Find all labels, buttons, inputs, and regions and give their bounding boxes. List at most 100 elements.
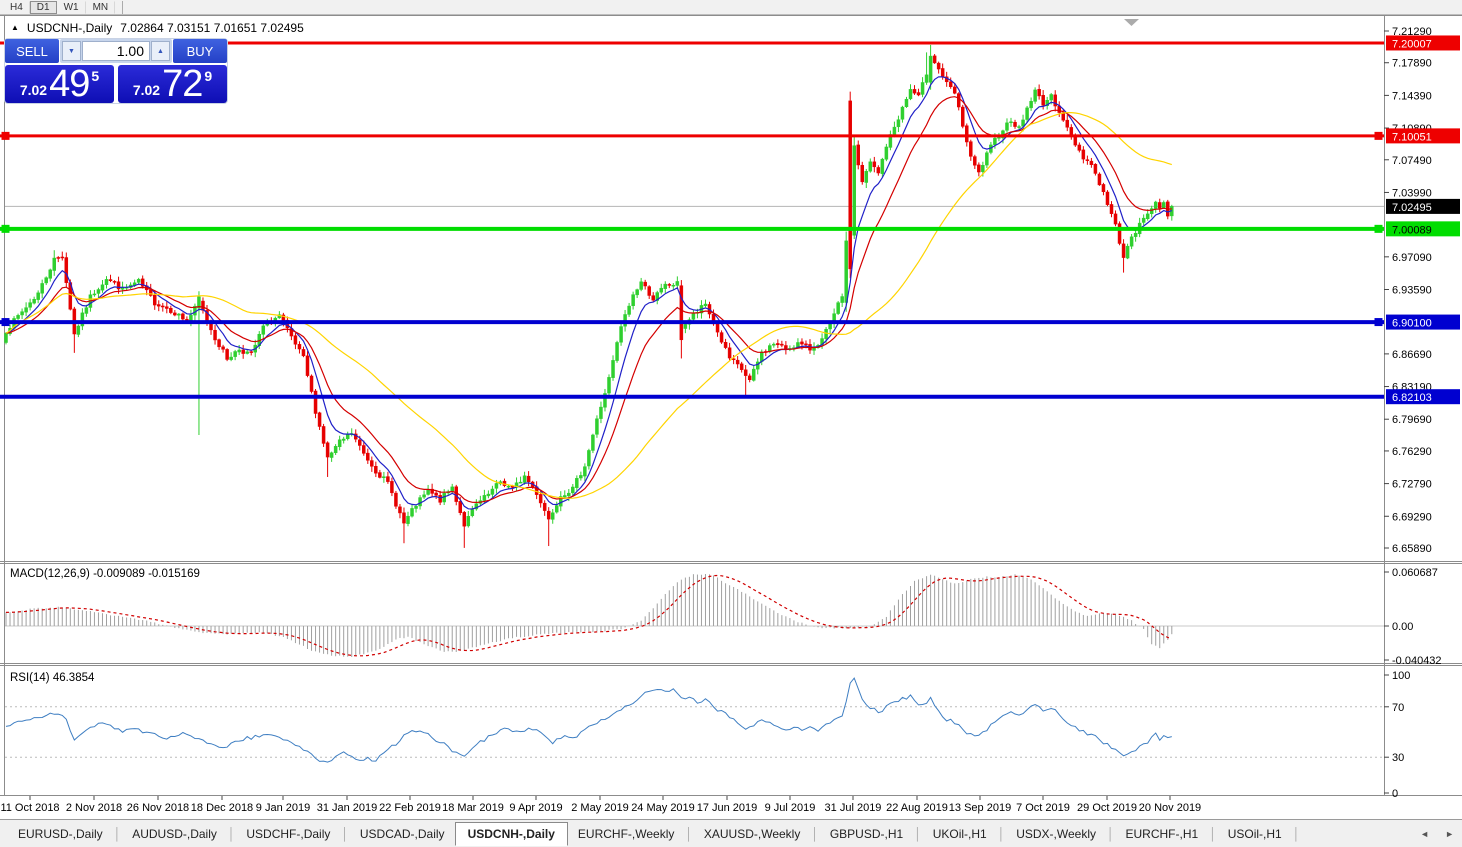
macd-signal-line bbox=[5, 574, 1172, 657]
svg-text:6.76290: 6.76290 bbox=[1392, 446, 1432, 458]
chart-tab-usdcad-daily[interactable]: USDCAD-,Daily bbox=[359, 826, 445, 841]
svg-text:6.90100: 6.90100 bbox=[1392, 318, 1432, 330]
panel-frame bbox=[0, 15, 1462, 796]
chart-tab-bar: EURUSD-,Daily │ AUDUSD-,Daily │ USDCHF-,Dail… bbox=[0, 819, 1462, 847]
svg-text:7.21290: 7.21290 bbox=[1392, 26, 1432, 38]
horizontal-level-lines[interactable] bbox=[0, 41, 1384, 399]
svg-text:7 Oct 2019: 7 Oct 2019 bbox=[1016, 802, 1070, 814]
sell-price-box[interactable]: 7.02 49 5 bbox=[5, 65, 114, 103]
tab-separator: │ bbox=[685, 826, 693, 841]
svg-text:0: 0 bbox=[1392, 788, 1398, 800]
svg-text:7.07490: 7.07490 bbox=[1392, 155, 1432, 167]
chart-tab-audusd-daily[interactable]: AUDUSD-,Daily bbox=[132, 826, 217, 841]
svg-text:6.69290: 6.69290 bbox=[1392, 511, 1432, 523]
chart-tab-usdchf-daily[interactable]: USDCHF-,Daily bbox=[246, 826, 331, 841]
svg-text:7.20007: 7.20007 bbox=[1392, 38, 1432, 50]
chart-tab-usdx-weekly[interactable]: USDX-,Weekly bbox=[1016, 826, 1097, 841]
chart-tab-usdcnh-daily[interactable]: USDCNH-,Daily bbox=[454, 821, 568, 846]
svg-text:2 May 2019: 2 May 2019 bbox=[571, 802, 628, 814]
svg-text:7.17890: 7.17890 bbox=[1392, 58, 1432, 70]
rsi-line bbox=[5, 677, 1172, 763]
tab-separator: │ bbox=[1292, 826, 1301, 841]
volume-decrease-icon[interactable]: ▼ bbox=[62, 41, 81, 61]
svg-text:9 Jul 2019: 9 Jul 2019 bbox=[765, 802, 816, 814]
buy-button[interactable]: BUY bbox=[173, 39, 227, 63]
ma-medium bbox=[5, 96, 1172, 504]
trade-prices-row: 7.02 49 5 7.02 72 9 bbox=[5, 65, 227, 103]
svg-text:6.65890: 6.65890 bbox=[1392, 543, 1432, 555]
svg-text:17 Jun 2019: 17 Jun 2019 bbox=[697, 802, 758, 814]
chart-title: ▲ USDCNH-,Daily 7.02864 7.03151 7.01651 … bbox=[11, 21, 304, 35]
date-axis: 11 Oct 2018 2 Nov 2018 26 Nov 2018 18 Dec 2… bbox=[0, 796, 1201, 814]
svg-text:18 Dec 2018: 18 Dec 2018 bbox=[191, 802, 253, 814]
svg-text:6.72790: 6.72790 bbox=[1392, 479, 1432, 491]
scroll-to-end-marker-icon[interactable] bbox=[1124, 19, 1139, 26]
timeframe-toolbar: H4 D1 W1 MN bbox=[0, 0, 1462, 15]
chart-tab-gbpusd-h1[interactable]: GBPUSD-,H1 bbox=[829, 826, 904, 841]
svg-text:29 Oct 2019: 29 Oct 2019 bbox=[1077, 802, 1137, 814]
svg-text:0.00: 0.00 bbox=[1392, 621, 1413, 633]
svg-text:30: 30 bbox=[1392, 752, 1404, 764]
svg-text:100: 100 bbox=[1392, 670, 1410, 682]
svg-text:31 Jul 2019: 31 Jul 2019 bbox=[825, 802, 882, 814]
svg-text:6.93590: 6.93590 bbox=[1392, 284, 1432, 296]
price-axis-badges: 7.20007 7.10051 7.02495 7.00089 6.90100 6.821… bbox=[1386, 35, 1460, 405]
timeframe-button-w1[interactable]: W1 bbox=[57, 0, 86, 14]
tab-separator: │ bbox=[811, 826, 819, 841]
tabs-prev-icon[interactable]: ◄ bbox=[1420, 829, 1430, 839]
tab-separator: │ bbox=[227, 826, 236, 841]
svg-text:18 Mar 2019: 18 Mar 2019 bbox=[442, 802, 504, 814]
svg-text:13 Sep 2019: 13 Sep 2019 bbox=[949, 802, 1011, 814]
buy-price-big: 72 bbox=[162, 63, 203, 105]
tab-separator: │ bbox=[113, 826, 122, 841]
rsi-panel: RSI(14) 46.3854 100 70 30 0 bbox=[5, 670, 1410, 800]
buy-price-prefix: 7.02 bbox=[132, 82, 161, 98]
svg-text:6.97090: 6.97090 bbox=[1392, 252, 1432, 264]
timeframe-button-mn[interactable]: MN bbox=[86, 0, 116, 14]
sell-price-sup: 5 bbox=[91, 68, 100, 84]
svg-text:6.86690: 6.86690 bbox=[1392, 349, 1432, 361]
timeframe-button-h4[interactable]: H4 bbox=[3, 0, 30, 14]
buy-price-box[interactable]: 7.02 72 9 bbox=[118, 65, 227, 103]
tab-separator: │ bbox=[341, 826, 349, 841]
svg-text:6.82103: 6.82103 bbox=[1392, 392, 1432, 404]
trade-buttons-row: SELL ▼ ▲ BUY bbox=[5, 39, 227, 63]
chart-tab-ukoil-h1[interactable]: UKOil-,H1 bbox=[932, 826, 987, 841]
volume-increase-icon[interactable]: ▲ bbox=[151, 41, 170, 61]
sell-price-big: 49 bbox=[49, 63, 90, 105]
timeframe-button-d1[interactable]: D1 bbox=[29, 0, 57, 14]
tab-separator: │ bbox=[914, 826, 922, 841]
tab-scroll-arrows: ◄ ► bbox=[1420, 829, 1454, 839]
svg-text:7.14390: 7.14390 bbox=[1392, 90, 1432, 102]
tabs-next-icon[interactable]: ► bbox=[1445, 829, 1454, 839]
svg-text:22 Aug 2019: 22 Aug 2019 bbox=[886, 802, 948, 814]
svg-text:7.03990: 7.03990 bbox=[1392, 187, 1432, 199]
tab-separator: │ bbox=[1107, 826, 1115, 841]
svg-text:20 Nov 2019: 20 Nov 2019 bbox=[1139, 802, 1201, 814]
chart-tab-eurchf-weekly[interactable]: EURCHF-,Weekly bbox=[577, 826, 675, 841]
one-click-trading-panel: SELL ▼ ▲ BUY 7.02 49 5 7.02 72 9 bbox=[5, 39, 227, 103]
svg-text:0.060687: 0.060687 bbox=[1392, 567, 1438, 579]
chart-tab-eurusd-daily[interactable]: EURUSD-,Daily bbox=[18, 826, 103, 841]
svg-text:6.79690: 6.79690 bbox=[1392, 414, 1432, 426]
svg-text:7.10051: 7.10051 bbox=[1392, 131, 1432, 143]
ma-slow bbox=[5, 111, 1172, 499]
sell-button[interactable]: SELL bbox=[5, 39, 59, 63]
svg-text:11 Oct 2018: 11 Oct 2018 bbox=[0, 802, 59, 814]
svg-text:9 Jan 2019: 9 Jan 2019 bbox=[256, 802, 310, 814]
chart-tab-usoil-h1[interactable]: USOil-,H1 bbox=[1227, 826, 1282, 841]
chart-symbol-label: USDCNH-,Daily bbox=[26, 21, 113, 35]
chart-tab-eurchf-h1[interactable]: EURCHF-,H1 bbox=[1125, 826, 1199, 841]
price-axis: 7.212907.178907.143907.108907.074907.039… bbox=[1384, 26, 1432, 555]
chart-canvas[interactable]: 7.212907.178907.143907.108907.074907.039… bbox=[0, 15, 1462, 819]
volume-input[interactable] bbox=[82, 41, 150, 61]
symbol-expand-arrow-icon[interactable]: ▲ bbox=[11, 23, 19, 32]
rsi-label: RSI(14) 46.3854 bbox=[10, 672, 95, 684]
svg-text:24 May 2019: 24 May 2019 bbox=[631, 802, 695, 814]
volume-spinner: ▼ ▲ bbox=[60, 39, 172, 63]
chart-tab-xauusd-weekly[interactable]: XAUUSD-,Weekly bbox=[703, 826, 801, 841]
chart-ohlc-values: 7.02864 7.03151 7.01651 7.02495 bbox=[120, 21, 304, 35]
svg-text:7.02495: 7.02495 bbox=[1392, 202, 1432, 214]
moving-average-lines bbox=[5, 76, 1172, 510]
